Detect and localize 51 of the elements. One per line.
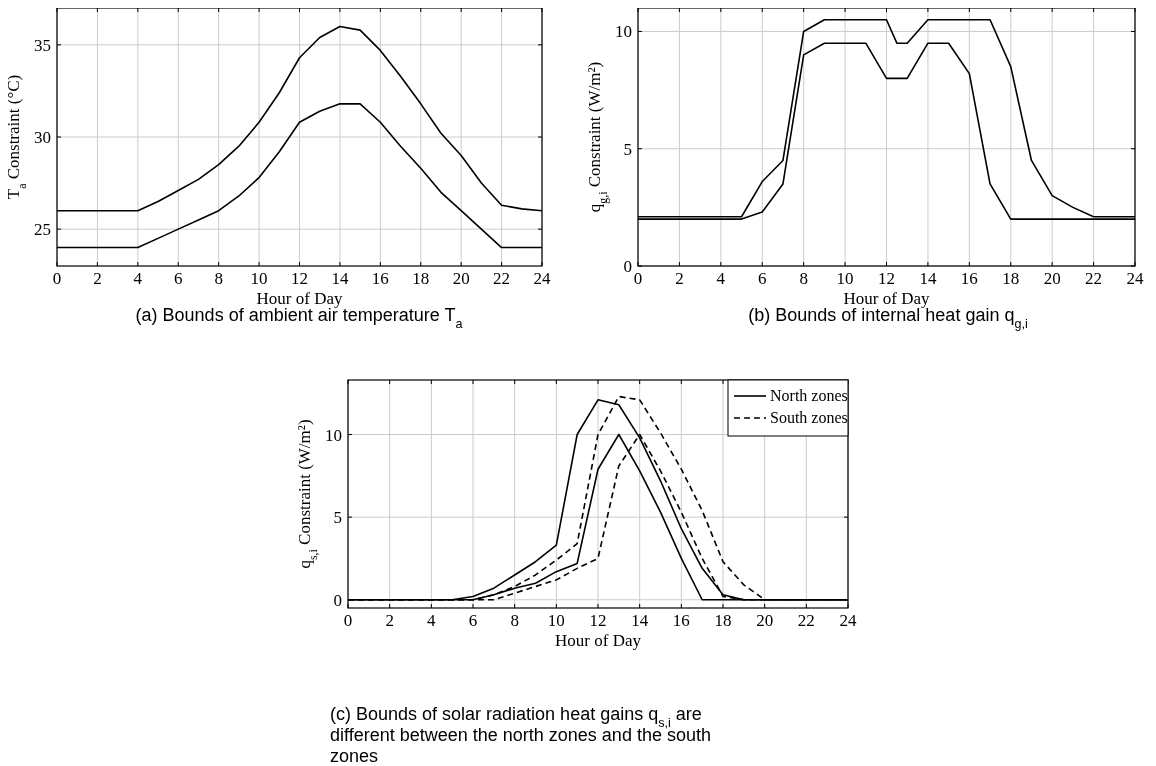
x-tick-label: 20 bbox=[756, 611, 774, 630]
x-tick-label: 6 bbox=[758, 269, 767, 288]
y-tick-label: 0 bbox=[333, 590, 342, 610]
x-tick-label: 24 bbox=[839, 611, 857, 630]
y-tick-label: 10 bbox=[325, 425, 342, 445]
y-tick-label: 10 bbox=[615, 22, 632, 42]
x-tick-label: 10 bbox=[547, 611, 565, 630]
x-tick-label: 16 bbox=[672, 611, 690, 630]
x-tick-label: 14 bbox=[331, 269, 349, 288]
x-tick-label: 18 bbox=[1002, 269, 1020, 288]
x-tick-label: 8 bbox=[214, 269, 223, 288]
x-tick-label: 14 bbox=[631, 611, 649, 630]
x-tick-label: 22 bbox=[493, 269, 511, 288]
y-tick-label: 5 bbox=[333, 508, 342, 528]
x-tick-label: 2 bbox=[93, 269, 102, 288]
x-tick-label: 6 bbox=[468, 611, 478, 630]
x-tick-label: 12 bbox=[291, 269, 308, 288]
x-tick-label: 4 bbox=[716, 269, 726, 288]
y-tick-label: 30 bbox=[34, 128, 51, 147]
x-tick-label: 18 bbox=[412, 269, 430, 288]
x-axis-title: Hour of Day bbox=[843, 289, 930, 308]
x-tick-label: 12 bbox=[589, 611, 607, 630]
x-tick-label: 10 bbox=[836, 269, 854, 288]
x-tick-label: 18 bbox=[714, 611, 732, 630]
x-tick-label: 20 bbox=[452, 269, 470, 288]
x-tick-label: 2 bbox=[675, 269, 684, 288]
y-tick-label: 5 bbox=[623, 139, 632, 159]
legend-label: North zones bbox=[770, 387, 848, 404]
x-tick-label: 6 bbox=[174, 269, 183, 288]
text: (c) Bounds of solar radiation heat gains q$_{s,i}$ are different between the north zones and the south zones bbox=[330, 704, 711, 766]
x-axis-title: Hour of Day bbox=[256, 289, 343, 308]
y-tick-label: 35 bbox=[34, 35, 51, 55]
x-tick-label: 8 bbox=[799, 269, 808, 288]
x-tick-label: 10 bbox=[250, 269, 268, 288]
x-tick-label: 24 bbox=[1126, 269, 1144, 288]
x-tick-label: 4 bbox=[427, 611, 437, 630]
y-tick-label: 25 bbox=[34, 220, 51, 240]
x-tick-label: 24 bbox=[533, 269, 551, 288]
x-tick-label: 14 bbox=[919, 269, 937, 288]
x-tick-label: 16 bbox=[960, 269, 978, 288]
x-tick-label: 8 bbox=[510, 611, 519, 630]
x-tick-label: 16 bbox=[371, 269, 389, 288]
x-tick-label: 4 bbox=[133, 269, 143, 288]
legend-label: South zones bbox=[770, 409, 848, 426]
x-tick-label: 12 bbox=[878, 269, 895, 288]
y-tick-label: 0 bbox=[623, 257, 632, 276]
x-tick-label: 20 bbox=[1043, 269, 1061, 288]
x-axis-title: Hour of Day bbox=[555, 631, 642, 650]
x-tick-label: 2 bbox=[385, 611, 394, 630]
x-tick-label: 22 bbox=[1085, 269, 1103, 288]
x-tick-label: 22 bbox=[797, 611, 815, 630]
